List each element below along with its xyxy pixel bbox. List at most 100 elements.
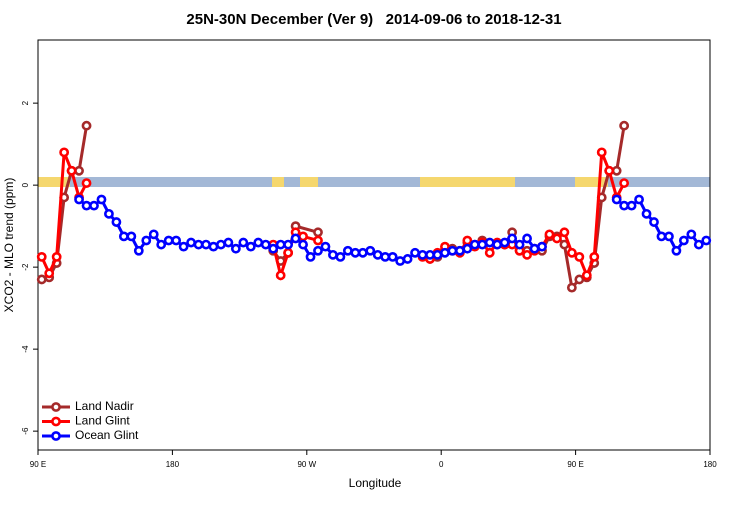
- data-point: [410, 247, 420, 258]
- data-point: [335, 251, 346, 262]
- data-point: [320, 241, 331, 252]
- data-point: [619, 178, 630, 188]
- data-point: [462, 243, 473, 254]
- data-point: [44, 268, 55, 279]
- data-point: [365, 245, 376, 256]
- data-point: [425, 249, 435, 260]
- data-point: [581, 270, 592, 281]
- y-axis-label: XCO2 - MLO trend (ppm): [2, 178, 16, 313]
- data-point: [283, 247, 294, 258]
- data-point: [111, 217, 122, 227]
- legend-marker: [51, 402, 61, 412]
- data-point: [589, 251, 600, 262]
- data-point: [313, 245, 323, 256]
- series-line: [41, 125, 626, 291]
- legend-label: Land Glint: [75, 414, 130, 428]
- data-point: [417, 249, 428, 260]
- data-point: [298, 239, 308, 250]
- data-point: [275, 270, 286, 281]
- land-mask-strip: [38, 177, 710, 187]
- y-tick-label: -6: [21, 427, 30, 435]
- data-point: [619, 200, 630, 211]
- data-point: [133, 245, 144, 256]
- data-point: [484, 247, 495, 258]
- data-point: [649, 217, 659, 227]
- data-point: [230, 243, 241, 254]
- data-point: [141, 235, 152, 246]
- data-point: [118, 231, 129, 242]
- data-point: [290, 233, 301, 244]
- y-tick-label: -2: [21, 263, 30, 271]
- data-point: [372, 249, 383, 260]
- data-point: [686, 229, 697, 240]
- data-point: [469, 239, 480, 250]
- data-point: [342, 245, 353, 256]
- data-point: [148, 229, 159, 240]
- data-point: [313, 227, 323, 238]
- data-point: [216, 239, 226, 250]
- data-point: [402, 254, 413, 264]
- chart-title: 25N-30N December (Ver 9) 2014-09-06 to 2…: [186, 11, 561, 28]
- data-point: [96, 194, 107, 205]
- data-point: [245, 241, 256, 252]
- data-point: [66, 165, 77, 176]
- data-point: [268, 243, 279, 254]
- legend-marker: [51, 416, 61, 427]
- data-point: [395, 256, 406, 266]
- data-point: [36, 251, 47, 262]
- data-point: [544, 229, 555, 240]
- y-tick-label: -4: [21, 345, 30, 353]
- data-point: [634, 194, 644, 205]
- land-band: [38, 177, 70, 187]
- land-band: [420, 177, 515, 187]
- data-point: [574, 251, 585, 262]
- data-point: [596, 147, 607, 158]
- x-tick-label: 0: [439, 460, 444, 469]
- y-tick-label: 2: [21, 100, 30, 105]
- data-point: [380, 251, 391, 262]
- data-point: [387, 251, 398, 262]
- data-point: [201, 239, 211, 250]
- data-point: [283, 239, 294, 250]
- data-point: [619, 120, 630, 131]
- data-point: [574, 274, 585, 285]
- data-point: [253, 237, 264, 248]
- data-point: [36, 274, 47, 285]
- data-point: [156, 239, 167, 250]
- data-point: [566, 282, 577, 293]
- data-point: [671, 245, 682, 256]
- data-point: [186, 237, 196, 248]
- data-point: [193, 239, 204, 250]
- data-point: [313, 235, 323, 246]
- data-point: [238, 237, 249, 248]
- data-point: [432, 249, 443, 260]
- data-point: [492, 239, 503, 250]
- ocean-band: [38, 177, 710, 187]
- data-point: [126, 231, 137, 242]
- land-band: [575, 177, 608, 187]
- data-point: [275, 239, 286, 250]
- data-point: [499, 237, 510, 248]
- data-point: [522, 249, 532, 260]
- data-point: [462, 235, 473, 246]
- legend-marker: [51, 431, 61, 441]
- data-point: [454, 245, 465, 256]
- data-point: [537, 241, 547, 252]
- data-point: [74, 194, 84, 205]
- data-point: [664, 231, 674, 242]
- data-point: [552, 233, 562, 244]
- data-point: [693, 239, 704, 250]
- x-tick-label: 90 W: [297, 460, 316, 469]
- legend-label: Land Nadir: [75, 399, 134, 413]
- data-point: [260, 239, 271, 250]
- x-tick-label: 180: [703, 460, 717, 469]
- data-point: [440, 247, 450, 258]
- data-point: [74, 165, 84, 176]
- data-point: [447, 245, 458, 256]
- data-point: [298, 231, 308, 242]
- x-axis-label: Longitude: [349, 476, 402, 490]
- data-point: [514, 239, 525, 250]
- data-point: [484, 237, 495, 248]
- plot-frame: [37, 39, 711, 451]
- data-point: [223, 237, 234, 248]
